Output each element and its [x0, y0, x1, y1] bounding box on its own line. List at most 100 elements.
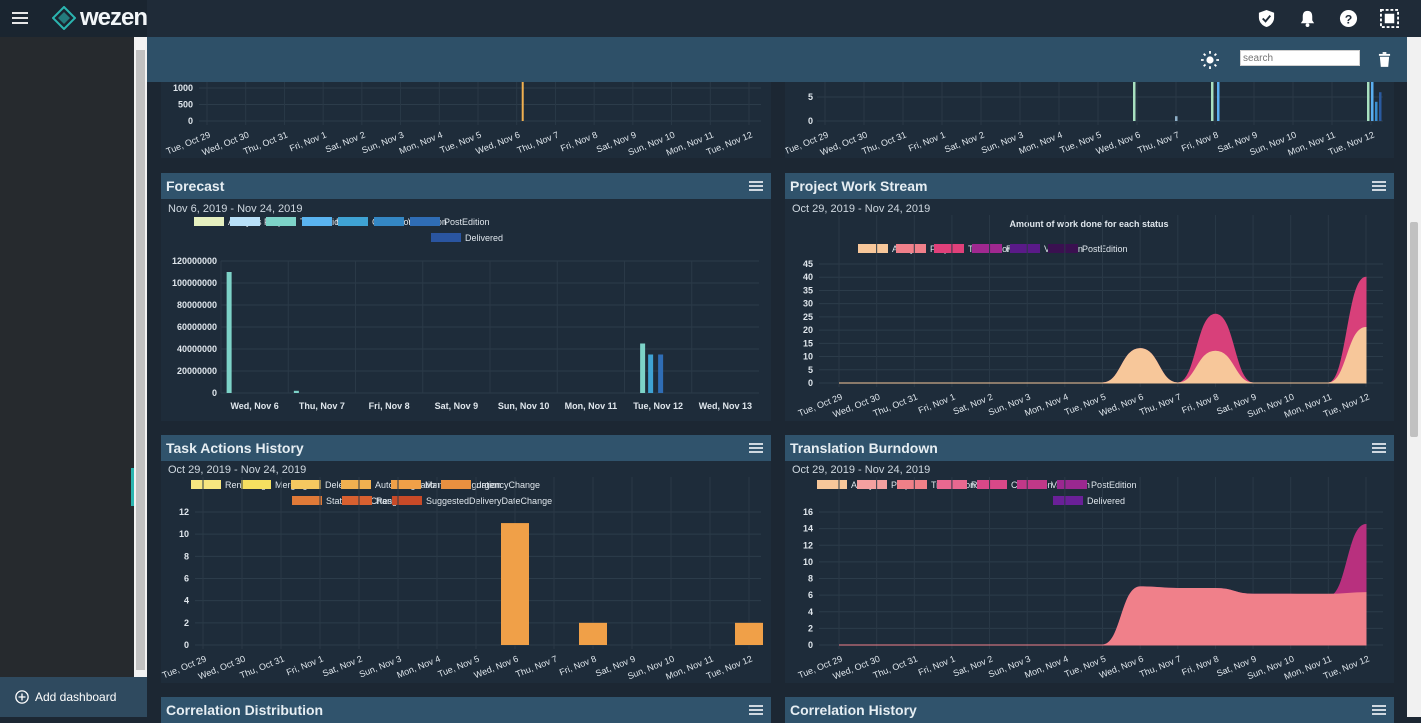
fc-x-tick: Wed, Nov 13 — [699, 401, 752, 411]
fc-legend-swatch — [194, 217, 224, 226]
pws-legend-swatch — [896, 244, 926, 253]
tb-legend-swatch — [1017, 480, 1047, 489]
tah-menu-icon[interactable] — [749, 443, 763, 453]
tah-y-tick: 10 — [179, 529, 189, 539]
fc-y-tick: 80000000 — [177, 300, 217, 310]
bell-icon[interactable] — [1298, 9, 1317, 28]
tb-legend-swatch — [1057, 480, 1087, 489]
pws-legend-swatch — [934, 244, 964, 253]
tah-title: Task Actions History — [166, 440, 304, 456]
pws-y-tick: 35 — [803, 285, 813, 295]
pws-y-tick: 25 — [803, 312, 813, 322]
shield-check-icon[interactable] — [1257, 9, 1276, 28]
fc-x-tick: Sat, Nov 9 — [435, 401, 479, 411]
fc-x-tick: Fri, Nov 8 — [369, 401, 410, 411]
tah-legend-swatch — [391, 480, 421, 489]
fc-y-tick: 60000000 — [177, 322, 217, 332]
tl-y-tick: 1000 — [173, 83, 193, 93]
tr-y-tick: 0 — [808, 116, 813, 126]
tah-legend-swatch — [392, 496, 422, 505]
hamburger-menu-icon[interactable] — [12, 12, 28, 24]
tah-legend-swatch — [241, 480, 271, 489]
tah-y-tick: 6 — [184, 574, 189, 584]
pws-y-tick: 45 — [803, 259, 813, 269]
tl-x-tick: Wed, Nov 6 — [474, 130, 521, 157]
pws-x-tick: Fri, Nov 8 — [1180, 392, 1220, 416]
tah-x-tick: Thu, Nov 7 — [514, 654, 559, 680]
tah-legend-swatch — [291, 480, 321, 489]
fullscreen-icon[interactable] — [1380, 9, 1399, 28]
ch-title: Correlation History — [790, 702, 917, 718]
fc-y-tick: 20000000 — [177, 366, 217, 376]
pws-menu-icon[interactable] — [1372, 181, 1386, 191]
sidebar-active-indicator — [131, 468, 134, 506]
tah-x-tick: Wed, Nov 6 — [473, 654, 520, 681]
help-icon[interactable]: ? — [1339, 9, 1358, 28]
ch-menu-icon[interactable] — [1372, 705, 1386, 715]
tl-x-tick: Thu, Oct 31 — [242, 130, 289, 157]
tr-bar — [1379, 92, 1382, 121]
logo[interactable]: wezen — [52, 4, 148, 31]
pws-x-tick: Mon, Nov 4 — [1023, 392, 1069, 419]
top-right-partial-panel: 5 0 Tue, Oct 29 Wed, Oct 30 Thu, Oct 31 Fri, … — [783, 63, 1394, 158]
main-scrollbar[interactable] — [1407, 37, 1421, 717]
top-left-partial-panel: 1000 500 0 Tue, Oct 29 Wed, Oct 30 Thu, Oct 3… — [161, 82, 771, 158]
tah-y-tick: 2 — [184, 618, 189, 628]
tah-legend-swatch — [342, 496, 372, 505]
tb-legend-swatch — [1053, 496, 1083, 505]
tb-y-tick: 6 — [808, 590, 813, 600]
tb-legend-swatch — [817, 480, 847, 489]
ch-title-bar: Correlation History — [785, 697, 1394, 723]
forecast-title-bar: Forecast — [161, 173, 771, 199]
tr-bar — [1367, 63, 1370, 121]
tah-bar — [501, 523, 529, 645]
tr-x-tick: Fri, Nov 1 — [907, 130, 947, 154]
fc-legend-swatch — [431, 233, 461, 242]
pws-y-tick: 5 — [808, 365, 813, 375]
fc-x-tick: Mon, Nov 11 — [565, 401, 618, 411]
pws-title: Project Work Stream — [790, 178, 928, 194]
fc-legend-swatch — [374, 217, 404, 226]
tah-y-tick: 4 — [184, 596, 189, 606]
cd-title-bar: Correlation Distribution — [161, 697, 771, 723]
tb-area-translation — [839, 586, 1367, 646]
tah-legend-swatch — [341, 480, 371, 489]
pws-area-analysis — [839, 326, 1367, 384]
search-input[interactable] — [1240, 50, 1360, 66]
tah-bar — [735, 622, 763, 645]
tah-x-tick: Mon, Nov 4 — [395, 654, 441, 681]
sidebar-scrollbar[interactable] — [134, 37, 147, 677]
tb-panel: Translation Burndown Oct 29, 2019 - Nov … — [785, 435, 1394, 683]
fc-bar — [226, 272, 232, 393]
dashboard-toolbar — [147, 37, 1407, 82]
fc-x-tick: Wed, Nov 6 — [230, 401, 278, 411]
cd-menu-icon[interactable] — [749, 705, 763, 715]
tr-x-tick: Thu, Nov 7 — [1136, 130, 1181, 156]
sidebar — [0, 37, 134, 717]
pws-legend-label: PostEdition — [1082, 244, 1128, 254]
add-circle-icon — [15, 690, 29, 704]
fc-y-tick: 40000000 — [177, 344, 217, 354]
tr-bar — [1375, 101, 1378, 121]
tah-legend-label: Restore — [376, 496, 408, 506]
tr-bar — [1211, 63, 1214, 121]
tr-bar — [1133, 63, 1136, 121]
forecast-menu-icon[interactable] — [749, 181, 763, 191]
tah-legend-swatch — [292, 496, 322, 505]
tah-title-bar: Task Actions History — [161, 435, 771, 461]
tah-legend-label: UrgencyChange — [475, 480, 540, 490]
tah-date-range: Oct 29, 2019 - Nov 24, 2019 — [168, 464, 307, 476]
theme-toggle-sun-icon[interactable] — [1201, 51, 1219, 69]
trash-icon[interactable] — [1378, 52, 1391, 67]
tah-y-tick: 0 — [184, 640, 189, 650]
fc-y-tick: 100000000 — [172, 278, 217, 288]
pws-date-range: Oct 29, 2019 - Nov 24, 2019 — [792, 203, 931, 215]
fc-y-tick: 0 — [212, 388, 217, 398]
pws-x-tick: Thu, Nov 7 — [1138, 392, 1183, 418]
tb-legend-label: Delivered — [1087, 496, 1125, 506]
tb-menu-icon[interactable] — [1372, 443, 1386, 453]
add-dashboard-button[interactable]: Add dashboard — [0, 677, 147, 717]
pws-y-tick: 40 — [803, 272, 813, 282]
tah-legend-label: SuggestedDeliveryDateChange — [426, 496, 552, 506]
